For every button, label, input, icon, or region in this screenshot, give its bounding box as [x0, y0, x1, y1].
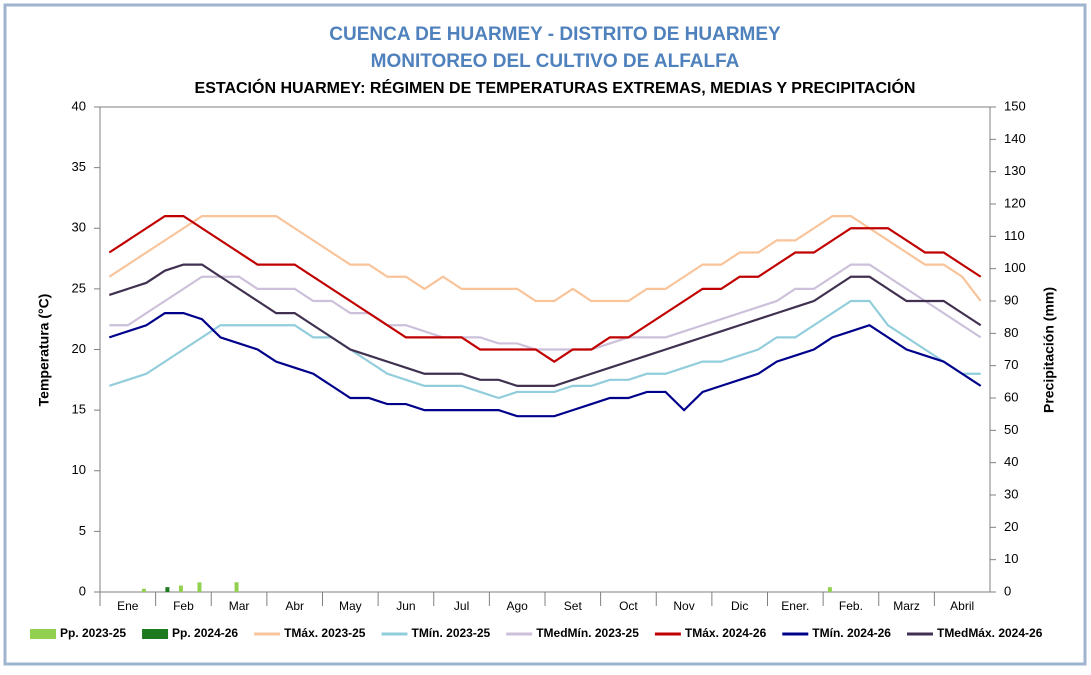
y2-tick-label: 130 [1004, 163, 1026, 178]
temperature-line [108, 312, 982, 418]
y-tick-label: 20 [72, 341, 86, 356]
legend-label: TMín. 2024-26 [812, 626, 891, 640]
y2-tick-label: 30 [1004, 486, 1018, 501]
legend-label: TMedMín. 2023-25 [536, 626, 639, 640]
precip-bar [178, 585, 183, 592]
precip-bar [197, 582, 202, 592]
legend-label: TMáx. 2023-25 [284, 626, 366, 640]
legend-label: TMedMáx. 2024-26 [937, 626, 1043, 640]
frame [3, 3, 1087, 666]
y2-tick-label: 90 [1004, 292, 1018, 307]
x-tick-label: Jun [396, 599, 415, 613]
y2-tick-label: 140 [1004, 131, 1026, 146]
precip-bar [234, 582, 239, 592]
y2-tick-label: 70 [1004, 357, 1018, 372]
y2-tick-label: 150 [1004, 98, 1026, 113]
y-axis-title: Temperatura (°C) [36, 294, 52, 407]
y-tick-label: 25 [72, 280, 86, 295]
y2-tick-label: 80 [1004, 325, 1018, 340]
y2-tick-label: 50 [1004, 422, 1018, 437]
legend-swatch [142, 629, 169, 639]
x-tick-label: Abril [950, 599, 974, 613]
y-tick-label: 0 [79, 583, 86, 598]
legend-swatch [30, 629, 56, 639]
y2-tick-label: 0 [1004, 583, 1011, 598]
y2-tick-label: 10 [1004, 551, 1018, 566]
x-tick-label: May [339, 599, 362, 613]
y-tick-label: 10 [72, 462, 86, 477]
x-tick-label: Mar [229, 599, 250, 613]
x-tick-label: Marz [893, 599, 920, 613]
y2-tick-label: 110 [1004, 228, 1025, 243]
y2-tick-label: 60 [1004, 389, 1018, 404]
x-tick-label: Ener. [781, 599, 809, 613]
temperature-line [108, 263, 982, 387]
x-tick-label: Ene [117, 599, 139, 613]
y-tick-label: 35 [72, 159, 86, 174]
legend-label: TMín. 2023-25 [411, 626, 490, 640]
y2-tick-label: 20 [1004, 519, 1018, 534]
x-tick-label: Dic [731, 599, 748, 613]
y2-tick-label: 40 [1004, 454, 1018, 469]
y-tick-label: 15 [72, 402, 86, 417]
precip-bar [141, 588, 146, 592]
x-tick-label: Feb. [839, 599, 863, 613]
x-tick-label: Set [564, 599, 583, 613]
legend-label: Pp. 2024-26 [172, 626, 238, 640]
y-tick-label: 40 [72, 98, 86, 113]
x-tick-label: Oct [619, 599, 638, 613]
temperature-line [109, 263, 982, 351]
x-tick-label: Jul [454, 599, 469, 613]
y-tick-label: 30 [72, 220, 86, 235]
x-tick-label: Nov [673, 599, 694, 613]
precip-bar [827, 587, 832, 592]
y2-axis-title: Precipitación (mm) [1041, 287, 1057, 413]
y2-tick-label: 120 [1004, 195, 1026, 210]
chart-title: CUENCA DE HUARMEY - DISTRITO DE HUARMEY [329, 24, 781, 45]
y2-tick-label: 100 [1004, 260, 1026, 275]
temperature-line [108, 215, 982, 303]
precip-bar [165, 587, 170, 592]
legend-label: Pp. 2023-25 [60, 626, 126, 640]
chart-subtitle: MONITOREO DEL CULTIVO DE ALFALFA [371, 51, 740, 72]
x-tick-label: Ago [507, 599, 529, 613]
x-tick-label: Abr [285, 599, 304, 613]
plot-title: ESTACIÓN HUARMEY: RÉGIMEN DE TEMPERATURA… [195, 78, 916, 97]
y-tick-label: 5 [79, 523, 86, 538]
legend-label: TMáx. 2024-26 [685, 626, 767, 640]
x-tick-label: Feb [173, 599, 194, 613]
temperature-line [108, 215, 982, 363]
temperature-line [108, 299, 981, 400]
